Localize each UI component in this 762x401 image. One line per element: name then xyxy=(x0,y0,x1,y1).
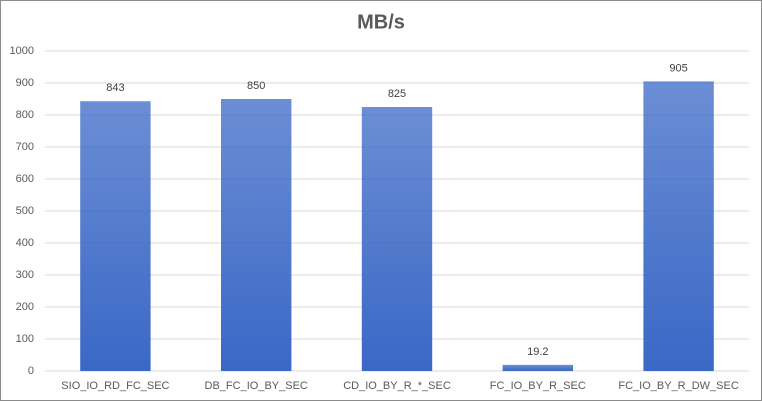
chart-title: MB/s xyxy=(357,11,405,33)
y-tick-label: 700 xyxy=(16,141,34,153)
bar xyxy=(502,364,573,371)
data-label: 850 xyxy=(247,80,265,92)
y-tick-label: 0 xyxy=(28,365,34,377)
y-tick-label: 900 xyxy=(16,77,34,89)
bar xyxy=(80,101,151,372)
data-label: 825 xyxy=(388,88,406,100)
data-label: 843 xyxy=(106,82,124,94)
y-tick-label: 200 xyxy=(16,301,34,313)
data-label: 19.2 xyxy=(527,346,548,358)
y-tick-label: 400 xyxy=(16,237,34,249)
x-tick-label: FC_IO_BY_R_DW_SEC xyxy=(618,380,738,392)
y-tick-label: 300 xyxy=(16,269,34,281)
bar xyxy=(361,107,433,371)
y-tick-label: 1000 xyxy=(10,45,34,57)
y-tick-label: 100 xyxy=(16,333,34,345)
x-tick-label: DB_FC_IO_BY_SEC xyxy=(205,380,308,392)
bar xyxy=(221,99,292,371)
data-label: 905 xyxy=(669,62,687,74)
x-tick-label: FC_IO_BY_R_SEC xyxy=(490,380,586,392)
y-tick-label: 800 xyxy=(16,109,34,121)
x-tick-label: CD_IO_BY_R_*_SEC xyxy=(343,380,451,392)
y-tick-label: 600 xyxy=(16,173,34,185)
y-tick-label: 500 xyxy=(16,205,34,217)
x-tick-label: SIO_IO_RD_FC_SEC xyxy=(61,380,169,392)
bar xyxy=(643,81,714,372)
